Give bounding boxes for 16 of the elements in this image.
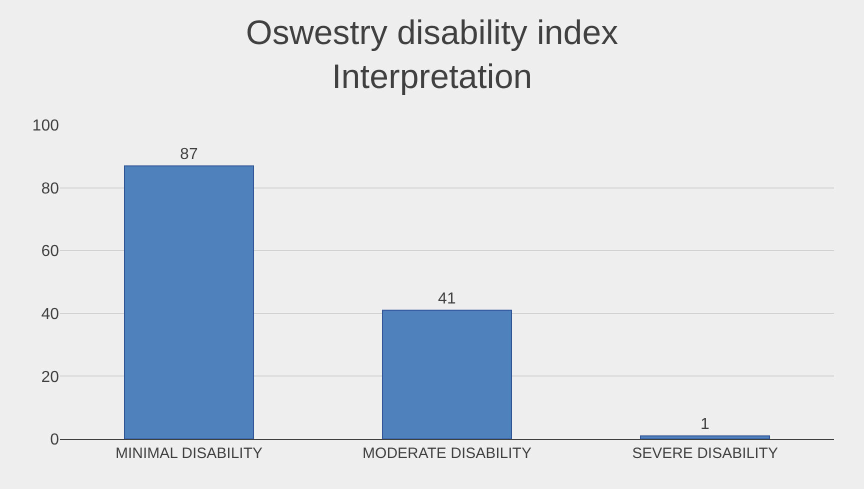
bar [124, 165, 254, 439]
y-tick-label: 20 [41, 368, 60, 386]
y-tick-label: 80 [41, 180, 60, 198]
bar [382, 310, 512, 439]
data-label: 87 [180, 146, 198, 163]
chart-title: Oswestry disability index Interpretation [246, 14, 618, 96]
data-label: 41 [438, 290, 456, 308]
x-tick-label: MODERATE DISABILITY [362, 445, 532, 462]
y-tick-label: 100 [32, 118, 60, 135]
data-label: 1 [700, 416, 710, 433]
x-tick-label: SEVERE DISABILITY [632, 445, 778, 462]
y-tick-label: 60 [41, 243, 60, 260]
x-tick-label: MINIMAL DISABILITY [116, 445, 262, 462]
bar [640, 435, 770, 439]
y-tick-label: 40 [41, 306, 60, 323]
y-tick-label: 0 [50, 432, 60, 449]
